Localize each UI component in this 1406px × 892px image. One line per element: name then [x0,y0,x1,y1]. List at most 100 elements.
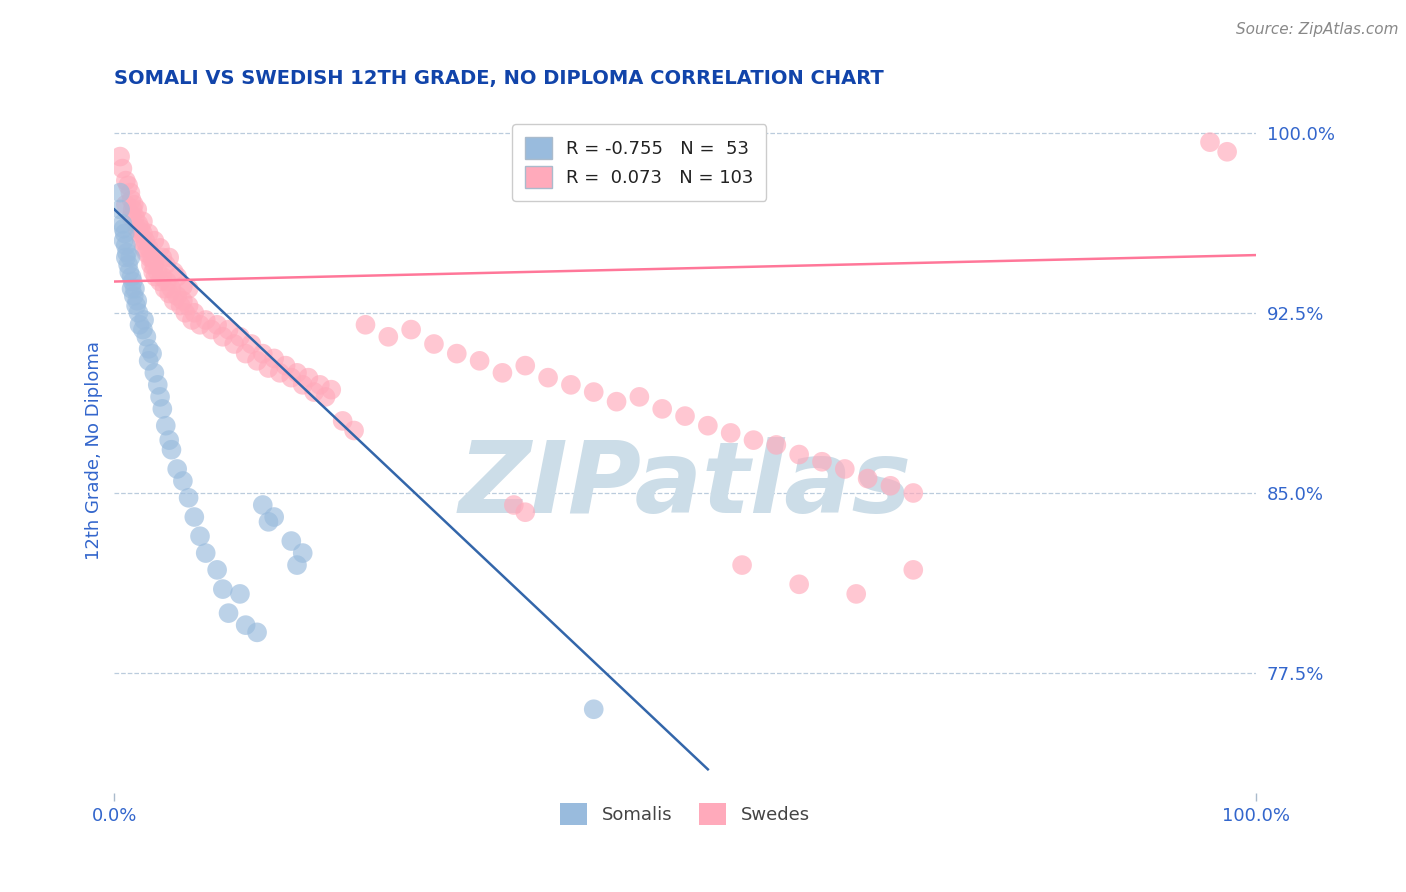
Point [108,150,131,164]
Point [114,227,136,241]
Point [302,385,325,400]
Point [121,202,143,217]
Point [127,221,149,235]
Point [141,251,163,265]
Point [502,498,524,512]
Point [121,282,143,296]
Point [129,221,152,235]
Point [114,197,136,211]
Point [285,558,308,572]
Point [235,346,257,360]
Point [582,385,605,400]
Point [491,366,513,380]
Point [122,289,145,303]
Point [515,359,537,373]
Point [332,414,354,428]
Point [121,210,143,224]
Point [120,186,142,200]
Point [174,306,197,320]
Point [141,346,163,360]
Point [128,318,150,332]
Point [696,418,718,433]
Point [142,265,165,279]
Point [845,587,868,601]
Point [156,275,179,289]
Point [399,322,422,336]
Point [155,258,177,272]
Point [229,330,252,344]
Point [218,606,240,620]
Point [468,354,491,368]
Point [280,534,302,549]
Point [834,462,856,476]
Point [188,529,211,543]
Point [515,505,537,519]
Point [111,217,134,231]
Point [194,313,217,327]
Point [135,245,157,260]
Point [157,433,180,447]
Point [157,251,180,265]
Point [160,442,183,457]
Point [224,337,246,351]
Point [139,258,162,272]
Point [114,173,136,187]
Point [112,234,135,248]
Point [114,238,136,252]
Point [240,337,263,351]
Point [321,383,343,397]
Point [149,390,172,404]
Point [194,546,217,560]
Point [132,214,155,228]
Point [150,401,173,416]
Point [787,448,810,462]
Point [246,625,269,640]
Point [263,510,285,524]
Point [765,438,787,452]
Point [211,582,233,596]
Y-axis label: 12th Grade, No Diploma: 12th Grade, No Diploma [86,342,103,560]
Point [121,275,143,289]
Point [377,330,399,344]
Point [280,370,302,384]
Point [252,346,274,360]
Point [153,282,176,296]
Point [146,265,169,279]
Point [811,455,834,469]
Point [235,618,257,632]
Point [274,359,297,373]
Point [160,282,183,296]
Text: Source: ZipAtlas.com: Source: ZipAtlas.com [1236,22,1399,37]
Point [134,234,156,248]
Point [291,546,314,560]
Point [177,282,200,296]
Point [246,354,269,368]
Point [122,197,145,211]
Point [111,161,134,176]
Point [166,269,188,284]
Point [308,377,330,392]
Point [138,241,160,255]
Point [143,366,166,380]
Point [606,394,628,409]
Point [163,293,186,308]
Point [149,275,172,289]
Point [121,193,143,207]
Point [742,433,765,447]
Point [143,258,166,272]
Point [1199,135,1222,149]
Point [118,265,141,279]
Point [291,377,314,392]
Point [537,370,560,384]
Point [135,330,157,344]
Point [651,401,673,416]
Point [132,322,155,336]
Point [903,486,925,500]
Point [560,377,582,392]
Point [121,269,143,284]
Point [720,425,742,440]
Point [205,563,228,577]
Point [229,587,252,601]
Point [108,202,131,217]
Point [731,558,754,572]
